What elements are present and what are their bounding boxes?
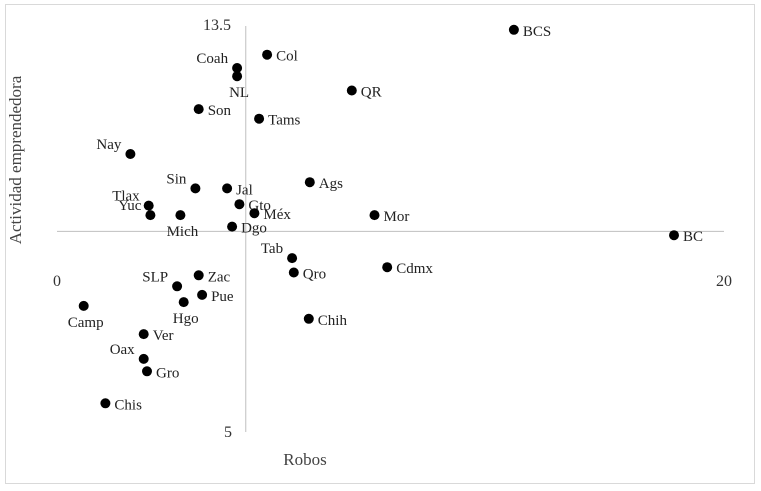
data-point-son: [193, 104, 204, 115]
data-label-zac: Zac: [208, 269, 231, 285]
data-point-mich: [175, 210, 186, 221]
data-point-sin: [190, 183, 201, 194]
data-label-chih: Chih: [318, 313, 348, 329]
data-point-pue: [197, 289, 208, 300]
data-label-tlax: Tlax: [112, 189, 140, 205]
data-point-dgo: [227, 221, 238, 232]
data-point-nay: [125, 149, 136, 159]
data-label-camp: Camp: [68, 315, 104, 331]
data-point-jal: [222, 183, 233, 194]
data-label-nay: Nay: [96, 137, 121, 153]
chart-frame: [5, 4, 755, 484]
data-point-bc: [669, 230, 679, 241]
data-label-tab: Tab: [261, 241, 283, 257]
data-point-hgo: [178, 297, 189, 308]
data-label-chis: Chis: [114, 397, 142, 413]
data-label-dgo: Dgo: [241, 221, 267, 237]
data-label-gro: Gro: [156, 365, 179, 381]
axes-group: [57, 26, 724, 432]
data-point-col: [262, 49, 273, 60]
data-point-chis: [100, 398, 111, 409]
data-label-qr: QR: [361, 85, 382, 101]
data-label-bc: BC: [683, 229, 703, 245]
x-tick-label-max: 20: [716, 273, 732, 290]
data-point-slp: [172, 281, 183, 292]
data-point-coah: [232, 63, 243, 73]
data-label-pue: Pue: [211, 289, 234, 305]
y-axis-title: Actividad emprendedora: [6, 75, 25, 244]
data-point-cdmx: [382, 262, 393, 273]
data-point-yuc: [145, 210, 156, 221]
data-point-mor: [369, 210, 380, 221]
y-tick-label-max: 13.5: [203, 17, 231, 34]
tick-labels-group: 0 20 13.5 5: [53, 17, 732, 441]
data-label-mich: Mich: [167, 224, 199, 240]
data-point-gto: [234, 199, 245, 210]
data-point-qr: [346, 85, 357, 96]
data-point-chih: [303, 313, 314, 324]
data-point-ver: [138, 329, 149, 340]
x-tick-label-min: 0: [53, 273, 61, 290]
data-point-gro: [142, 366, 152, 377]
data-point-bcs: [508, 24, 519, 35]
data-point-nl: [232, 71, 243, 82]
data-point-tab: [287, 253, 298, 264]
data-label-bcs: BCS: [523, 24, 551, 40]
data-label-slp: SLP: [142, 269, 168, 285]
data-point-qro: [288, 267, 299, 278]
data-point-camp: [78, 300, 89, 311]
data-label-nl: NL: [229, 85, 249, 101]
data-point-ags: [304, 177, 315, 188]
y-tick-label-min: 5: [224, 424, 232, 441]
data-label-son: Son: [208, 103, 232, 119]
data-point-méx: [249, 208, 260, 219]
data-label-cdmx: Cdmx: [396, 261, 433, 277]
data-label-oax: Oax: [110, 342, 135, 358]
data-label-col: Col: [276, 49, 298, 65]
data-point-oax: [138, 353, 149, 364]
data-label-sin: Sin: [166, 171, 187, 187]
data-label-tams: Tams: [268, 113, 300, 129]
data-label-hgo: Hgo: [173, 311, 199, 327]
data-label-yuc: Yuc: [118, 198, 142, 214]
data-point-zac: [193, 270, 204, 281]
data-label-jal: Jal: [236, 182, 253, 198]
data-point-tlax: [143, 200, 154, 211]
data-label-ags: Ags: [319, 176, 343, 192]
data-label-méx: Méx: [263, 207, 291, 223]
axis-titles-group: Robos Actividad emprendedora: [6, 75, 327, 469]
data-label-mor: Mor: [384, 209, 410, 225]
data-label-qro: Qro: [303, 267, 326, 283]
data-label-ver: Ver: [153, 328, 174, 344]
data-label-coah: Coah: [196, 51, 228, 67]
data-point-tams: [254, 113, 265, 124]
x-axis-title: Robos: [283, 450, 326, 469]
